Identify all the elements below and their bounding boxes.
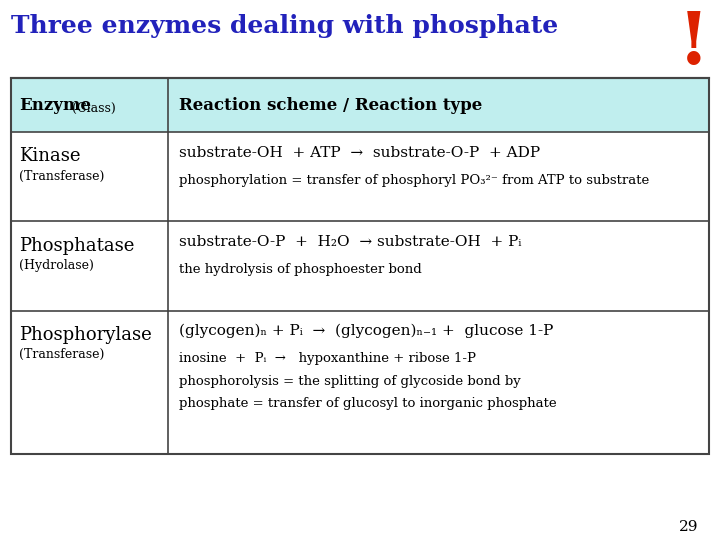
Text: (Class): (Class): [72, 102, 116, 114]
Text: !: !: [678, 8, 709, 79]
Text: Reaction scheme / Reaction type: Reaction scheme / Reaction type: [179, 97, 482, 114]
Text: (Hydrolase): (Hydrolase): [19, 259, 94, 272]
Text: substrate-OH  + ATP  →  substrate-O-P  + ADP: substrate-OH + ATP → substrate-O-P + ADP: [179, 146, 540, 160]
Text: Three enzymes dealing with phosphate: Three enzymes dealing with phosphate: [11, 14, 558, 37]
Text: (glycogen)ₙ + Pᵢ  →  (glycogen)ₙ₋₁ +  glucose 1-P: (glycogen)ₙ + Pᵢ → (glycogen)ₙ₋₁ + gluco…: [179, 324, 553, 339]
Text: phosphorolysis = the splitting of glycoside bond by: phosphorolysis = the splitting of glycos…: [179, 375, 521, 388]
Text: Enzyme: Enzyme: [19, 97, 91, 114]
Text: (Transferase): (Transferase): [19, 348, 105, 361]
Text: Phosphatase: Phosphatase: [19, 237, 135, 254]
Text: the hydrolysis of phosphoester bond: the hydrolysis of phosphoester bond: [179, 263, 421, 276]
Text: Kinase: Kinase: [19, 147, 81, 165]
Text: phosphate = transfer of glucosyl to inorganic phosphate: phosphate = transfer of glucosyl to inor…: [179, 397, 557, 410]
Text: substrate-O-P  +  H₂O  → substrate-OH  + Pᵢ: substrate-O-P + H₂O → substrate-OH + Pᵢ: [179, 235, 521, 249]
Text: phosphorylation = transfer of phosphoryl PO₃²⁻ from ATP to substrate: phosphorylation = transfer of phosphoryl…: [179, 174, 649, 187]
Text: inosine  +  Pᵢ  →   hypoxanthine + ribose 1-P: inosine + Pᵢ → hypoxanthine + ribose 1-P: [179, 352, 476, 365]
Text: (Transferase): (Transferase): [19, 170, 105, 183]
Text: Phosphorylase: Phosphorylase: [19, 326, 152, 343]
Text: 29: 29: [679, 519, 698, 534]
